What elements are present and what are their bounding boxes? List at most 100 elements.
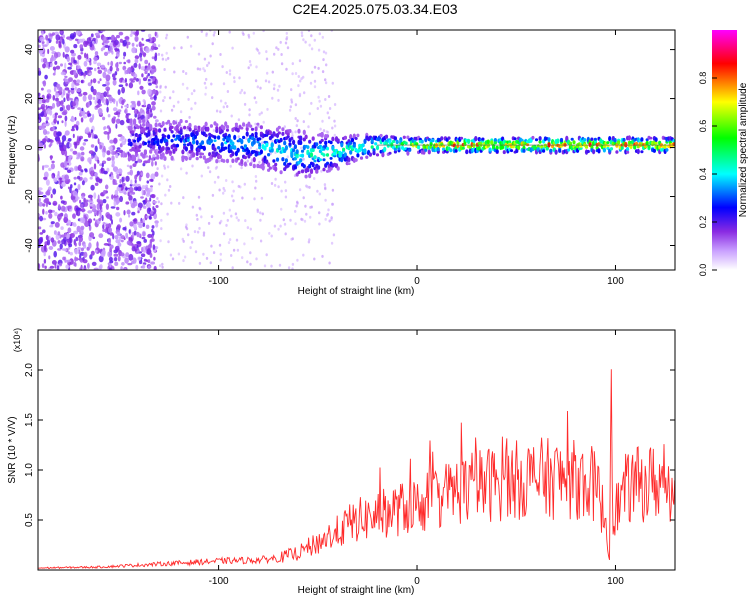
band-cell <box>593 137 598 141</box>
noise-cell <box>104 45 110 48</box>
noise-cell <box>274 177 277 181</box>
noise-cell <box>66 259 72 263</box>
band-cell <box>252 163 256 169</box>
noise-cell <box>43 252 46 257</box>
band-cell <box>217 135 221 140</box>
noise-cell <box>87 262 90 269</box>
noise-cell <box>321 35 324 39</box>
noise-cell <box>179 167 183 171</box>
noise-cell <box>148 207 152 212</box>
band-cell <box>288 162 292 166</box>
band-cell <box>420 139 424 144</box>
band-cell <box>156 140 160 145</box>
band-cell <box>147 140 151 144</box>
noise-cell <box>285 36 289 39</box>
band-cell <box>375 153 380 157</box>
noise-cell <box>67 251 71 255</box>
band-cell <box>215 159 219 164</box>
y-tick-label: -40 <box>24 238 35 253</box>
band-cell <box>388 151 392 155</box>
band-cell <box>311 148 315 152</box>
noise-cell <box>295 124 298 128</box>
band-cell <box>397 147 401 151</box>
noise-cell <box>149 215 152 220</box>
band-cell <box>281 131 285 136</box>
band-cell <box>224 146 228 150</box>
band-cell <box>317 165 321 170</box>
noise-cell <box>166 165 170 169</box>
noise-cell <box>235 238 239 242</box>
band-cell <box>350 137 355 143</box>
colorbar-tick-label: 0.8 <box>698 72 708 85</box>
noise-cell <box>64 149 68 157</box>
figure-title: C2E4.2025.075.03.34.E03 <box>292 1 457 17</box>
noise-cell <box>121 86 125 94</box>
band-cell <box>197 125 201 129</box>
noise-cell <box>227 241 231 245</box>
band-cell <box>161 121 165 127</box>
y-tick-label: 0.5 <box>24 513 35 527</box>
noise-cell <box>92 78 97 84</box>
noise-cell <box>120 105 123 109</box>
noise-cell <box>135 264 139 270</box>
noise-cell <box>147 73 150 77</box>
noise-cell <box>247 35 251 39</box>
band-cell <box>284 145 288 151</box>
noise-cell <box>331 188 335 192</box>
band-cell <box>252 137 256 141</box>
band-cell <box>379 133 383 138</box>
snr-xlabel: Height of straight line (km) <box>298 585 415 596</box>
noise-cell <box>128 195 133 201</box>
band-cell <box>283 140 287 146</box>
band-cell <box>363 138 367 144</box>
band-cell <box>243 161 247 167</box>
band-cell <box>627 135 632 141</box>
band-cell <box>154 135 158 140</box>
band-cell <box>509 149 514 153</box>
band-cell <box>202 155 206 160</box>
noise-cell <box>153 94 157 101</box>
noise-cell <box>186 35 189 39</box>
noise-cell <box>190 107 193 111</box>
noise-cell <box>143 238 147 243</box>
band-cell <box>465 149 469 155</box>
noise-cell <box>172 90 175 94</box>
noise-cell <box>138 63 141 70</box>
noise-cell <box>266 71 269 75</box>
band-cell <box>168 122 172 127</box>
noise-cell <box>130 30 133 35</box>
noise-cell <box>154 31 157 37</box>
noise-cell <box>93 192 97 200</box>
noise-cell <box>124 36 130 40</box>
band-cell <box>267 162 271 168</box>
noise-cell <box>59 178 62 185</box>
band-cell <box>288 142 292 146</box>
noise-cell <box>137 256 142 261</box>
band-cell <box>300 149 305 153</box>
noise-cell <box>299 79 302 83</box>
noise-cell <box>48 255 51 260</box>
noise-cell <box>64 62 67 69</box>
noise-cell <box>280 53 283 56</box>
noise-cell <box>323 183 327 187</box>
band-cell <box>468 145 472 149</box>
noise-cell <box>207 221 211 225</box>
band-cell <box>231 158 235 164</box>
band-cell <box>336 166 340 171</box>
noise-cell <box>115 56 118 59</box>
noise-cell <box>319 127 322 131</box>
noise-cell <box>290 88 293 92</box>
band-cell <box>297 128 301 134</box>
noise-cell <box>128 186 134 193</box>
noise-cell <box>294 72 298 75</box>
noise-cell <box>76 79 81 84</box>
band-cell <box>200 140 205 145</box>
noise-cell <box>59 234 62 239</box>
noise-cell <box>256 85 259 89</box>
noise-cell <box>249 146 253 150</box>
noise-cell <box>117 168 123 175</box>
noise-cell <box>38 67 41 72</box>
noise-cell <box>259 211 262 215</box>
noise-cell <box>61 120 64 124</box>
noise-cell <box>104 40 110 44</box>
